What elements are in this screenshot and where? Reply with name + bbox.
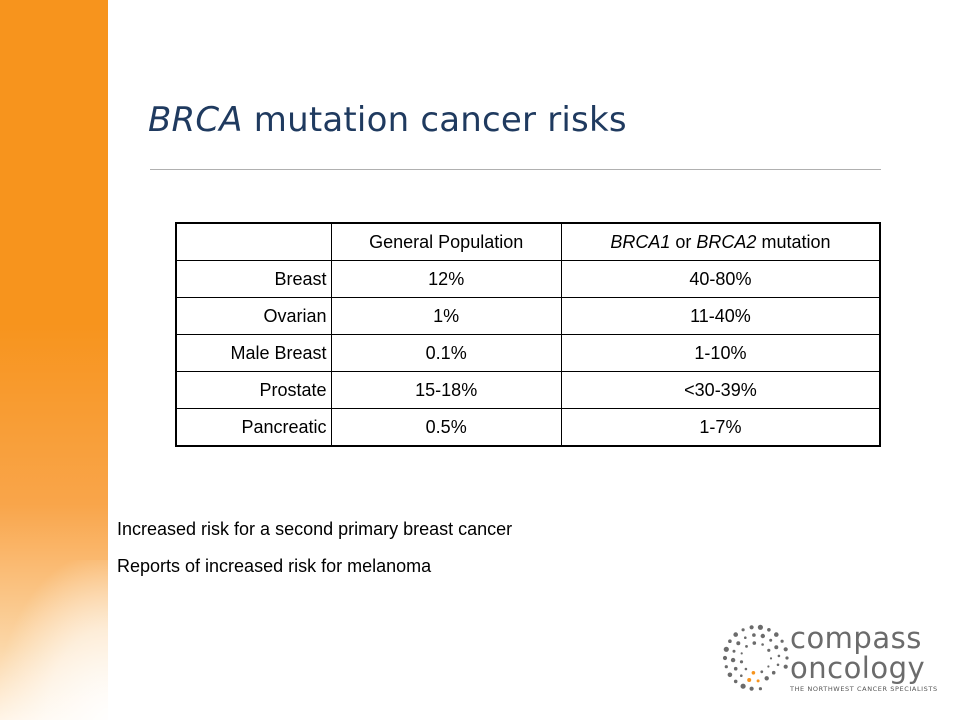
logo-dot xyxy=(740,674,743,677)
cell-general: 1% xyxy=(330,297,562,335)
logo-dot xyxy=(769,638,773,642)
cell-cancer: Breast xyxy=(175,260,332,298)
header-cell-brca: BRCA1 or BRCA2 mutation xyxy=(560,222,881,261)
cell-brca: 1-10% xyxy=(560,334,881,372)
logo-dot xyxy=(767,628,771,632)
logo-dot xyxy=(783,664,788,669)
logo-dot xyxy=(736,641,741,646)
logo-dot xyxy=(744,667,748,671)
logo-dot xyxy=(749,625,754,630)
logo-dot xyxy=(732,649,736,653)
logo-dot xyxy=(776,663,780,667)
cell-general: 0.5% xyxy=(330,408,562,447)
logo-dot xyxy=(752,641,757,645)
logo-dot xyxy=(751,671,756,675)
logo-dots-icon xyxy=(722,624,789,691)
logo-wordmark: compass oncology THE NORTHWEST CANCER SP… xyxy=(790,621,938,694)
logo-line-compass: compass xyxy=(790,621,922,655)
logo-dot xyxy=(752,633,756,637)
header-brca2: BRCA2 xyxy=(696,231,757,252)
logo-dot xyxy=(747,678,752,682)
logo-dot xyxy=(739,660,744,664)
logo-dot xyxy=(733,632,738,637)
logo-dot xyxy=(783,647,788,652)
logo-dot xyxy=(777,654,781,658)
logo-dot xyxy=(724,665,728,669)
logo-dot xyxy=(733,679,738,684)
compass-logo-mark xyxy=(722,624,789,691)
note-item: Increased risk for a second primary brea… xyxy=(117,519,513,539)
logo-dot xyxy=(740,652,743,655)
cell-cancer: Pancreatic xyxy=(175,408,332,447)
cell-brca: 11-40% xyxy=(560,297,881,335)
logo-dot xyxy=(785,656,789,660)
logo-dot xyxy=(756,679,760,683)
logo-dot xyxy=(749,686,754,691)
logo-dot xyxy=(723,646,729,652)
cell-brca: 40-80% xyxy=(560,260,881,298)
note-item: Reports of increased risk for melanoma xyxy=(117,556,432,576)
risk-table: General Population BRCA1 or BRCA2 mutati… xyxy=(175,222,881,447)
header-mutation: mutation xyxy=(756,231,831,252)
logo-dot xyxy=(740,683,746,689)
table-row: Breast 12% 40-80% xyxy=(175,260,881,298)
notes-list: Increased risk for a second primary brea… xyxy=(117,519,512,593)
cell-general: 12% xyxy=(330,260,562,298)
header-cell-empty xyxy=(175,222,332,261)
table-row: Pancreatic 0.5% 1-7% xyxy=(175,408,881,447)
logo-dot xyxy=(741,628,745,632)
logo-dot xyxy=(764,676,769,681)
cell-cancer: Male Breast xyxy=(175,334,332,372)
title-rest: mutation cancer risks xyxy=(242,100,627,140)
logo-dot xyxy=(771,670,776,675)
slide-title: BRCA mutation cancer risks xyxy=(148,100,627,140)
logo-dot xyxy=(727,672,733,678)
cell-cancer: Prostate xyxy=(175,371,332,409)
logo-dot xyxy=(758,687,762,691)
logo-dot xyxy=(728,639,732,643)
title-italic: BRCA xyxy=(148,100,243,140)
logo-dot xyxy=(730,657,736,663)
header-cell-general: General Population xyxy=(330,222,562,261)
logo-dot xyxy=(722,655,728,661)
cell-cancer: Ovarian xyxy=(175,297,332,335)
sidebar-fade xyxy=(0,560,108,720)
logo-dot xyxy=(760,633,765,639)
logo-tagline: THE NORTHWEST CANCER SPECIALISTS xyxy=(790,685,938,693)
cell-general: 15-18% xyxy=(330,371,562,409)
logo-dot xyxy=(774,645,779,650)
logo-dot xyxy=(767,648,771,652)
logo-dot xyxy=(745,645,748,648)
logo-dot xyxy=(761,643,764,646)
logo-dot xyxy=(774,632,779,637)
cell-brca: 1-7% xyxy=(560,408,881,447)
logo-dot xyxy=(767,665,770,668)
header-brca1: BRCA1 xyxy=(610,231,671,252)
header-or: or xyxy=(670,231,697,252)
logo-dot xyxy=(733,666,738,671)
table-row: Ovarian 1% 11-40% xyxy=(175,297,881,335)
logo-dot xyxy=(780,639,784,643)
cell-brca: <30-39% xyxy=(560,371,881,409)
table-row: Male Breast 0.1% 1-10% xyxy=(175,334,881,372)
logo-dot xyxy=(757,624,763,630)
title-divider xyxy=(150,169,881,170)
cell-general: 0.1% xyxy=(330,334,562,372)
logo-line-oncology: oncology xyxy=(790,651,926,685)
logo-dot xyxy=(744,636,747,639)
table-row: Prostate 15-18% <30-39% xyxy=(175,371,881,409)
logo-dot xyxy=(769,657,773,660)
logo-dot xyxy=(760,670,764,674)
table-header-row: General Population BRCA1 or BRCA2 mutati… xyxy=(175,222,881,261)
